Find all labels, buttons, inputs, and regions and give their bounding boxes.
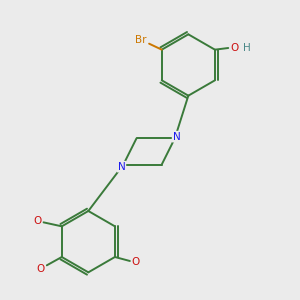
Text: Br: Br [135,35,146,45]
Text: O: O [132,257,140,267]
Text: H: H [243,43,250,53]
Text: N: N [172,132,180,142]
Text: O: O [37,264,45,274]
Text: O: O [231,43,239,53]
Text: N: N [118,162,125,172]
Text: O: O [33,216,42,226]
